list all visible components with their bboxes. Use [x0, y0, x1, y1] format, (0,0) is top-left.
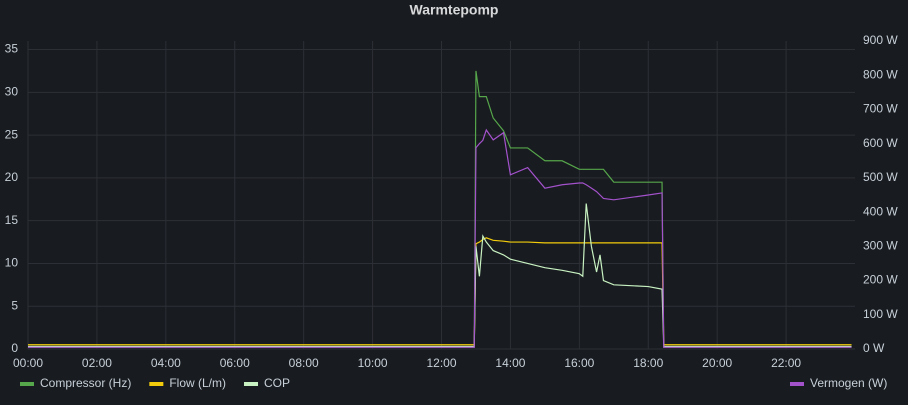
y2-tick-label: 300 W [863, 239, 898, 253]
x-tick-label: 16:00 [564, 356, 594, 370]
y2-tick-label: 600 W [863, 136, 898, 150]
y-tick-label: 0 [11, 341, 18, 355]
legend-label: Compressor (Hz) [40, 376, 131, 390]
y2-tick-label: 500 W [863, 170, 898, 184]
series-line [28, 70, 852, 348]
y-tick-label: 30 [5, 85, 19, 99]
x-tick-label: 14:00 [495, 356, 525, 370]
y2-tick-label: 100 W [863, 307, 898, 321]
x-tick-label: 22:00 [771, 356, 801, 370]
y2-tick-label: 900 W [863, 33, 898, 47]
x-tick-label: 12:00 [426, 356, 456, 370]
legend-swatch [790, 382, 804, 386]
x-tick-label: 06:00 [220, 356, 250, 370]
y2-tick-label: 700 W [863, 102, 898, 116]
x-tick-label: 20:00 [702, 356, 732, 370]
legend-swatch [244, 382, 259, 386]
legend-label: COP [264, 376, 290, 390]
series-line [28, 128, 852, 348]
x-tick-label: 18:00 [633, 356, 663, 370]
y-tick-label: 5 [11, 298, 18, 312]
y2-tick-label: 0 W [863, 341, 885, 355]
legend-label: Vermogen (W) [810, 376, 887, 390]
x-tick-label: 00:00 [13, 356, 43, 370]
legend-swatch [149, 382, 164, 386]
series-line [28, 237, 852, 346]
x-tick-label: 10:00 [358, 356, 388, 370]
x-tick-label: 08:00 [289, 356, 319, 370]
legend-label: Flow (L/m) [169, 376, 226, 390]
series-line [28, 203, 852, 348]
legend-swatch [20, 382, 34, 386]
y-tick-label: 25 [5, 127, 19, 141]
x-tick-label: 02:00 [82, 356, 112, 370]
y-tick-label: 10 [5, 256, 19, 270]
y2-tick-label: 800 W [863, 67, 898, 81]
y2-tick-label: 200 W [863, 273, 898, 287]
y-tick-label: 35 [5, 42, 19, 56]
y2-tick-label: 400 W [863, 204, 898, 218]
x-tick-label: 04:00 [151, 356, 181, 370]
chart-title: Warmtepomp [410, 2, 499, 18]
y-tick-label: 20 [5, 170, 19, 184]
y-tick-label: 15 [5, 213, 19, 227]
